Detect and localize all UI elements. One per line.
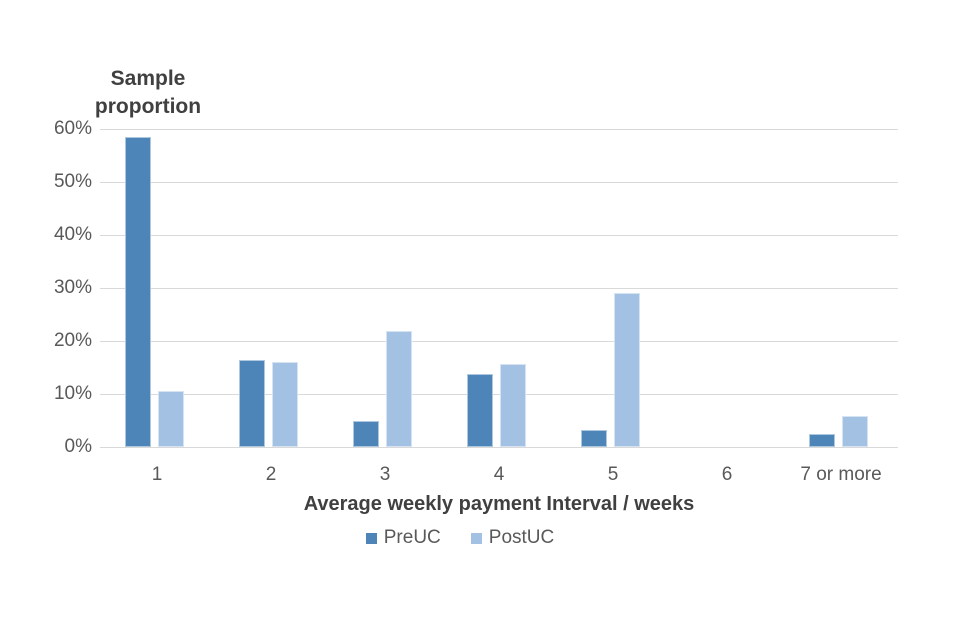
x-tick-label: 4 (493, 464, 505, 485)
x-tick-label: 2 (265, 464, 277, 485)
legend-label: PreUC (383, 527, 441, 548)
bar-preuc-cat3 (353, 421, 379, 447)
gridline-30% (100, 288, 898, 289)
bar-preuc-cat7 (809, 433, 835, 447)
legend: PreUC PostUC (0, 527, 920, 549)
y-tick-label: 30% (53, 277, 92, 298)
bar-postuc-cat1 (158, 391, 184, 447)
y-tick-label: 0% (64, 436, 92, 457)
bar-postuc-cat3 (386, 330, 412, 447)
bar-postuc-cat4 (500, 364, 526, 447)
bar-postuc-cat2 (272, 362, 298, 447)
gridline-20% (100, 341, 898, 342)
plot-area (100, 129, 898, 448)
x-tick-label: 3 (379, 464, 391, 485)
gridline-60% (100, 129, 898, 130)
bar-preuc-cat5 (581, 429, 607, 447)
y-tick-label: 20% (53, 330, 92, 351)
gridline-50% (100, 182, 898, 183)
bar-preuc-cat1 (125, 136, 151, 447)
x-tick-label: 6 (721, 464, 733, 485)
bar-postuc-cat5 (614, 293, 640, 447)
y-tick-label: 50% (53, 171, 92, 192)
x-tick-label: 1 (151, 464, 163, 485)
legend-item-preuc: PreUC (365, 527, 441, 549)
y-tick-label: 60% (53, 118, 92, 139)
legend-swatch-icon (470, 532, 482, 544)
legend-swatch-icon (365, 532, 377, 544)
legend-label: PostUC (488, 527, 555, 548)
y-tick-label: 40% (53, 224, 92, 245)
x-tick-label: 5 (607, 464, 619, 485)
gridline-0% (100, 447, 898, 448)
bar-postuc-cat7 (842, 415, 868, 447)
gridline-10% (100, 394, 898, 395)
gridline-40% (100, 235, 898, 236)
y-axis-title: Sample proportion (94, 67, 202, 118)
x-tick-label: 7 or more (800, 464, 882, 485)
x-axis-title: Average weekly payment Interval / weeks (303, 493, 695, 515)
bar-preuc-cat4 (467, 373, 493, 447)
bar-preuc-cat2 (239, 360, 265, 447)
y-tick-label: 10% (53, 383, 92, 404)
legend-item-postuc: PostUC (470, 527, 555, 549)
